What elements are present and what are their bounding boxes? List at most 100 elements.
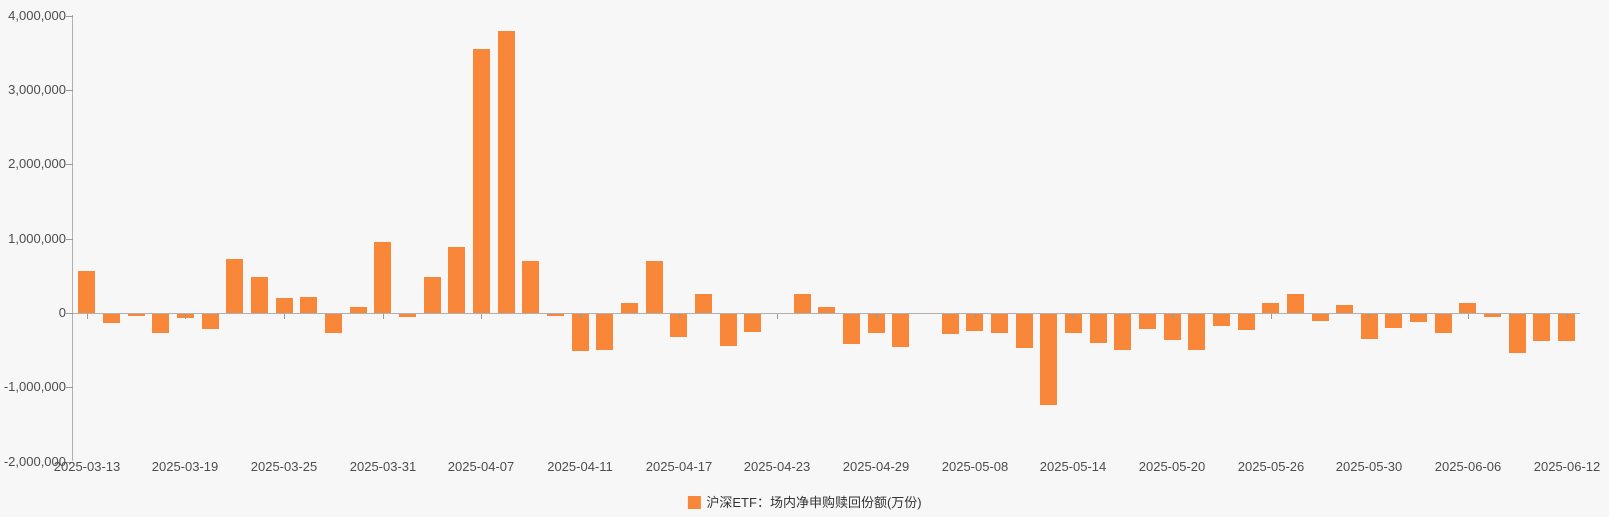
- bar[interactable]: [152, 314, 169, 333]
- x-axis-tick: [481, 314, 482, 319]
- y-axis-label: 2,000,000: [8, 156, 66, 171]
- bar[interactable]: [473, 49, 490, 313]
- x-axis-tick: [580, 314, 581, 319]
- bar[interactable]: [1336, 305, 1353, 313]
- bar[interactable]: [399, 314, 416, 317]
- bar[interactable]: [1484, 314, 1501, 317]
- y-axis-label: 3,000,000: [8, 82, 66, 97]
- bar[interactable]: [1065, 314, 1082, 333]
- bar[interactable]: [128, 314, 145, 316]
- x-axis-tick: [1172, 314, 1173, 319]
- x-axis-label: 2025-05-08: [941, 459, 1009, 474]
- bar[interactable]: [251, 277, 268, 313]
- bar[interactable]: [78, 271, 95, 313]
- y-axis-tick: [66, 462, 73, 463]
- y-axis-tick: [66, 90, 73, 91]
- bar[interactable]: [1139, 314, 1156, 329]
- bar[interactable]: [942, 314, 959, 334]
- y-axis-tick: [66, 239, 73, 240]
- bar[interactable]: [1164, 314, 1181, 340]
- legend[interactable]: 沪深ETF：场内净申购赎回份额(万份): [687, 495, 922, 510]
- bar[interactable]: [1361, 314, 1378, 339]
- bar[interactable]: [744, 314, 761, 332]
- bar[interactable]: [1410, 314, 1427, 322]
- x-axis-tick: [679, 314, 680, 319]
- bar[interactable]: [1238, 314, 1255, 330]
- y-axis-tick: [66, 387, 73, 388]
- bar[interactable]: [868, 314, 885, 333]
- bar[interactable]: [1509, 314, 1526, 353]
- y-axis-label: 1,000,000: [8, 231, 66, 246]
- x-axis-label: 2025-05-26: [1237, 459, 1305, 474]
- bar[interactable]: [1262, 303, 1279, 313]
- bar[interactable]: [596, 314, 613, 350]
- x-axis-label: 2025-03-13: [53, 459, 121, 474]
- bar[interactable]: [646, 261, 663, 313]
- bar[interactable]: [695, 294, 712, 313]
- bar[interactable]: [350, 307, 367, 313]
- bar[interactable]: [1558, 314, 1575, 341]
- y-axis-label: -1,000,000: [3, 379, 66, 394]
- bar[interactable]: [1188, 314, 1205, 350]
- bar[interactable]: [794, 294, 811, 313]
- x-axis-label: 2025-06-06: [1434, 459, 1502, 474]
- bar[interactable]: [892, 314, 909, 347]
- bar[interactable]: [325, 314, 342, 333]
- x-axis-label: 2025-03-25: [250, 459, 318, 474]
- bar[interactable]: [670, 314, 687, 337]
- y-axis-line: [72, 15, 73, 461]
- bar[interactable]: [103, 314, 120, 323]
- x-axis-tick: [1271, 314, 1272, 319]
- bar[interactable]: [621, 303, 638, 313]
- bar[interactable]: [547, 314, 564, 316]
- bar[interactable]: [1385, 314, 1402, 328]
- x-axis-label: 2025-05-14: [1039, 459, 1107, 474]
- x-axis-label: 2025-03-31: [349, 459, 417, 474]
- bar[interactable]: [1459, 303, 1476, 313]
- x-axis-label: 2025-04-17: [645, 459, 713, 474]
- y-axis-label: 0: [58, 305, 66, 320]
- bar[interactable]: [966, 314, 983, 331]
- x-axis-tick: [1468, 314, 1469, 319]
- bar[interactable]: [226, 259, 243, 313]
- bar[interactable]: [522, 261, 539, 313]
- x-axis-label: 2025-06-12: [1533, 459, 1601, 474]
- bar[interactable]: [1213, 314, 1230, 326]
- x-axis-line: [73, 313, 1580, 314]
- bar[interactable]: [300, 297, 317, 313]
- bar[interactable]: [1312, 314, 1329, 321]
- x-axis-label: 2025-03-19: [151, 459, 219, 474]
- bar[interactable]: [1040, 314, 1057, 405]
- y-axis-label: 4,000,000: [8, 8, 66, 23]
- bar[interactable]: [276, 298, 293, 313]
- bar[interactable]: [1287, 294, 1304, 313]
- bar[interactable]: [720, 314, 737, 346]
- y-axis-tick: [66, 16, 73, 17]
- x-axis-label: 2025-04-29: [842, 459, 910, 474]
- bar[interactable]: [374, 242, 391, 313]
- x-axis-tick: [1567, 314, 1568, 319]
- bar[interactable]: [424, 277, 441, 313]
- bar[interactable]: [498, 31, 515, 313]
- x-axis-tick: [1073, 314, 1074, 319]
- legend-series-label: 沪深ETF：场内净申购赎回份额(万份): [706, 495, 922, 510]
- bar[interactable]: [572, 314, 589, 351]
- x-axis-label: 2025-04-11: [547, 459, 613, 474]
- y-axis-tick: [66, 313, 73, 314]
- bar[interactable]: [448, 247, 465, 313]
- legend-color-swatch: [687, 496, 701, 509]
- bar[interactable]: [1435, 314, 1452, 333]
- bar[interactable]: [818, 307, 835, 313]
- x-axis-label: 2025-05-30: [1335, 459, 1403, 474]
- x-axis-label: 2025-04-23: [743, 459, 811, 474]
- bar[interactable]: [1533, 314, 1550, 341]
- x-axis-tick: [1369, 314, 1370, 319]
- bar[interactable]: [1114, 314, 1131, 350]
- bar[interactable]: [1016, 314, 1033, 348]
- bar[interactable]: [202, 314, 219, 329]
- bar[interactable]: [843, 314, 860, 344]
- bar[interactable]: [1090, 314, 1107, 343]
- x-axis-label: 2025-04-07: [447, 459, 515, 474]
- bar[interactable]: [991, 314, 1008, 333]
